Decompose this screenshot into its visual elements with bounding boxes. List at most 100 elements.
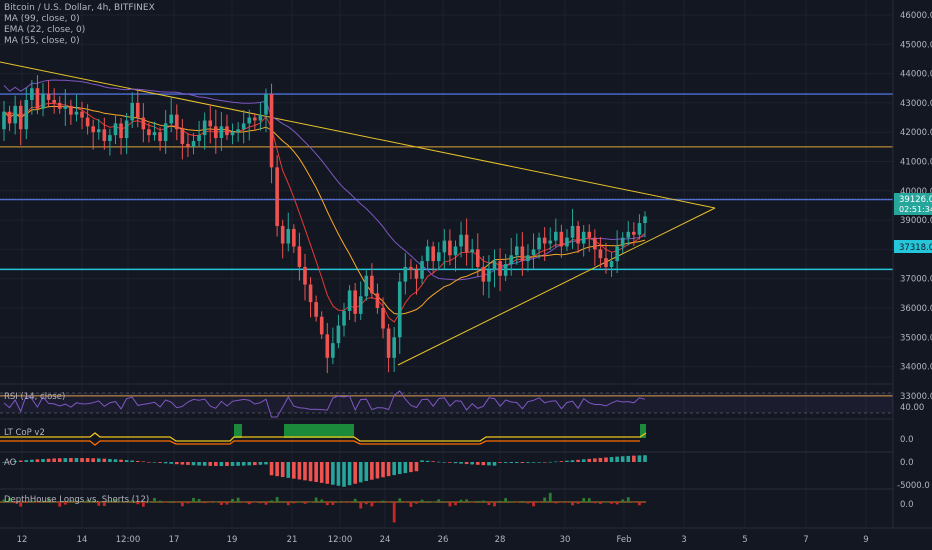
ao-bar — [331, 462, 335, 485]
dh-bar — [448, 502, 452, 507]
ao-bar — [158, 462, 162, 463]
candle-body — [370, 275, 374, 294]
dh-bar — [493, 502, 496, 507]
dh-bar — [13, 502, 17, 504]
triangle-trendlines[interactable] — [0, 61, 716, 366]
upper-trendline[interactable] — [0, 61, 716, 209]
ao-bar — [113, 459, 118, 462]
lower-trendline[interactable] — [397, 207, 716, 366]
price-tick: 42000.0 — [900, 128, 932, 138]
candle-body — [565, 237, 569, 247]
dh-bar — [387, 502, 390, 503]
ao-bar — [241, 462, 246, 466]
ao-bar — [96, 458, 101, 462]
rsi-pane — [0, 390, 893, 418]
dh-bar — [437, 499, 441, 502]
time-axis[interactable]: 12 14 12:00 17 19 21 12:00 24 26 28 30 Feb 3 5 7 9 — [17, 535, 869, 545]
candle-body — [609, 261, 614, 267]
dh-bar — [420, 499, 424, 502]
dh-bar — [610, 502, 613, 504]
ao-bar — [264, 462, 268, 465]
indicator-ema22[interactable]: EMA (22, close, 0) — [4, 25, 86, 35]
dh-bar — [415, 502, 418, 504]
time-tick: 28 — [495, 535, 506, 545]
dh-bar — [532, 502, 535, 507]
symbol-title[interactable]: Bitcoin / U.S. Dollar, 4h, BITFINEX — [4, 3, 155, 13]
ao-bar — [186, 462, 190, 465]
ao-bar — [13, 461, 17, 462]
price-tick: 37000.0 — [900, 275, 932, 285]
candle-body — [57, 102, 62, 109]
dh-bar — [169, 501, 173, 502]
ao-bar — [130, 460, 134, 462]
dh-bar — [593, 502, 597, 504]
dh-bar — [364, 502, 368, 505]
candle-body — [620, 237, 625, 247]
ao-bar — [481, 462, 486, 466]
dh-bar — [325, 502, 329, 506]
ao-bar — [336, 462, 341, 486]
rsi-label[interactable]: RSI (14, close) — [4, 392, 66, 402]
candle-body — [219, 126, 224, 139]
candle-body — [548, 240, 553, 244]
indicator-ma99[interactable]: MA (99, close, 0) — [4, 14, 80, 24]
dh-bar — [431, 501, 435, 503]
ao-bar — [509, 462, 514, 463]
ltcop-label[interactable]: LT CoP v2 — [4, 428, 45, 438]
candle-body — [576, 225, 580, 244]
candle-body — [409, 266, 413, 270]
ao-bar — [487, 462, 491, 466]
ao-bar — [124, 460, 129, 462]
ao-bar — [197, 462, 201, 466]
dh-bar — [125, 501, 129, 502]
candle-body — [102, 129, 107, 141]
dh-bar — [247, 502, 251, 505]
dh-bar — [236, 497, 240, 502]
dh-bar — [376, 502, 379, 503]
ao-bar — [141, 461, 146, 463]
ao-bar — [448, 462, 452, 463]
ao-bar — [308, 462, 313, 482]
ao-bar — [69, 458, 73, 462]
ao-bar — [286, 462, 291, 478]
dh-bar — [153, 497, 156, 502]
ao-bar — [604, 457, 608, 462]
dh-bar — [259, 502, 262, 504]
dh-bar — [225, 502, 229, 505]
dh-bar — [314, 497, 318, 502]
ao-label[interactable]: AO — [4, 458, 17, 468]
ao-bar — [80, 458, 84, 462]
ao-bar — [258, 462, 263, 465]
horizontal-levels[interactable] — [0, 93, 893, 397]
dh-bar — [219, 502, 223, 505]
candle-body — [420, 261, 424, 279]
candle-body — [297, 246, 302, 267]
ma99-line — [3, 79, 646, 281]
ema22-line — [3, 102, 646, 323]
ao-bar — [637, 455, 642, 462]
dh-bar — [526, 502, 530, 504]
dh-bar — [63, 502, 67, 505]
candle-body — [230, 132, 235, 136]
ao-bar — [18, 460, 23, 462]
candle-body — [598, 249, 603, 259]
dh-bar — [548, 492, 552, 502]
time-tick: 30 — [560, 535, 571, 545]
ao-bar — [41, 459, 45, 462]
candle-body — [41, 94, 45, 109]
candle-body — [197, 135, 201, 141]
dh-bar — [392, 502, 396, 523]
candle-body — [331, 343, 335, 358]
time-tick: 14 — [77, 535, 88, 545]
dh-bar — [403, 502, 407, 503]
dh-bar — [309, 501, 312, 503]
dh-bar — [298, 501, 301, 503]
dh-label[interactable]: DepthHouse Longs vs. Shorts (12) — [4, 495, 150, 505]
candle-body — [35, 88, 40, 109]
indicator-ma55[interactable]: MA (55, close, 0) — [4, 36, 80, 46]
ao-bar — [587, 458, 592, 462]
ao-bar — [191, 462, 196, 466]
ao-bar — [314, 462, 318, 483]
ao-bar — [280, 462, 285, 478]
